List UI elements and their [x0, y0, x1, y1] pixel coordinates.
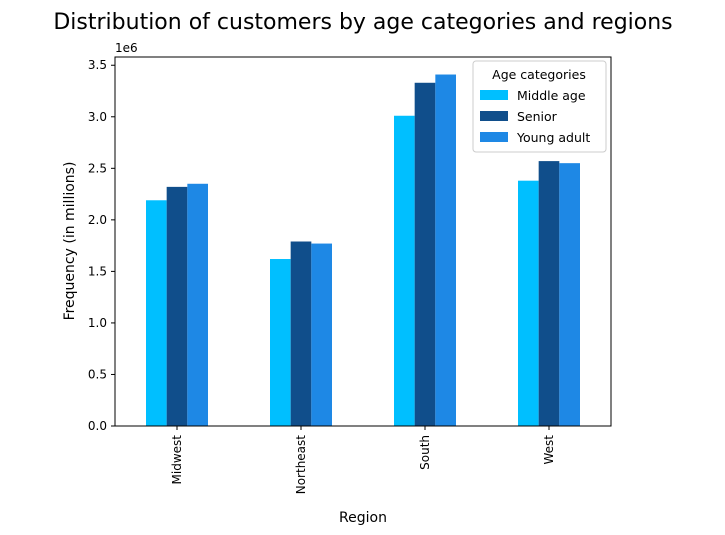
- y-tick-label: 3.5: [88, 58, 107, 72]
- bar-south-middle-age: [394, 115, 415, 426]
- bar-west-senior: [538, 161, 560, 427]
- y-tick-label: 1.0: [88, 316, 107, 330]
- bar-west-middle-age: [518, 180, 539, 426]
- y-tick-label: 2.0: [88, 213, 107, 227]
- bar-west-young-adult: [559, 163, 580, 427]
- x-tick-label-south: South: [418, 435, 432, 470]
- x-tick-label-northeast: Northeast: [294, 435, 308, 495]
- y-tick-label: 0.0: [88, 419, 107, 433]
- legend-swatch-middle-age: [480, 90, 508, 100]
- x-tick-label-midwest: Midwest: [170, 435, 184, 485]
- x-axis-label: Region: [339, 510, 387, 526]
- bar-midwest-senior: [166, 186, 188, 426]
- bar-midwest-middle-age: [146, 200, 167, 426]
- legend-label: Middle age: [517, 88, 586, 103]
- bar-northeast-young-adult: [311, 243, 332, 426]
- plot-frame: [114, 56, 612, 427]
- bar-south-young-adult: [435, 74, 456, 427]
- legend-box: [472, 60, 607, 153]
- legend-label: Young adult: [516, 130, 590, 145]
- bar-northeast-middle-age: [270, 259, 291, 426]
- x-tick-label-west: West: [542, 435, 556, 465]
- x-axis: Midwest Northeast South West: [170, 426, 556, 494]
- bar-northeast-senior: [290, 241, 312, 426]
- chart-title: Distribution of customers by age categor…: [53, 10, 672, 35]
- legend-swatch-senior: [480, 111, 508, 121]
- y-tick-label: 3.0: [88, 110, 107, 124]
- bar-midwest-young-adult: [187, 183, 208, 426]
- legend-swatch-young-adult: [480, 132, 508, 142]
- y-tick-label: 1.5: [88, 264, 107, 278]
- y-axis: 0.0 0.5 1.0 1.5 2.0 2.5 3.0 3.5: [88, 58, 115, 433]
- y-axis-label: Frequency (in millions): [62, 162, 78, 321]
- legend: Age categories Middle age Senior Young adu…: [472, 60, 607, 153]
- y-offset-label: 1e6: [115, 41, 138, 55]
- legend-label: Senior: [517, 109, 558, 124]
- bar-south-senior: [414, 82, 436, 426]
- legend-title: Age categories: [492, 67, 586, 82]
- bars-layer: [146, 74, 580, 427]
- y-tick-label: 2.5: [88, 161, 107, 175]
- y-tick-label: 0.5: [88, 367, 107, 381]
